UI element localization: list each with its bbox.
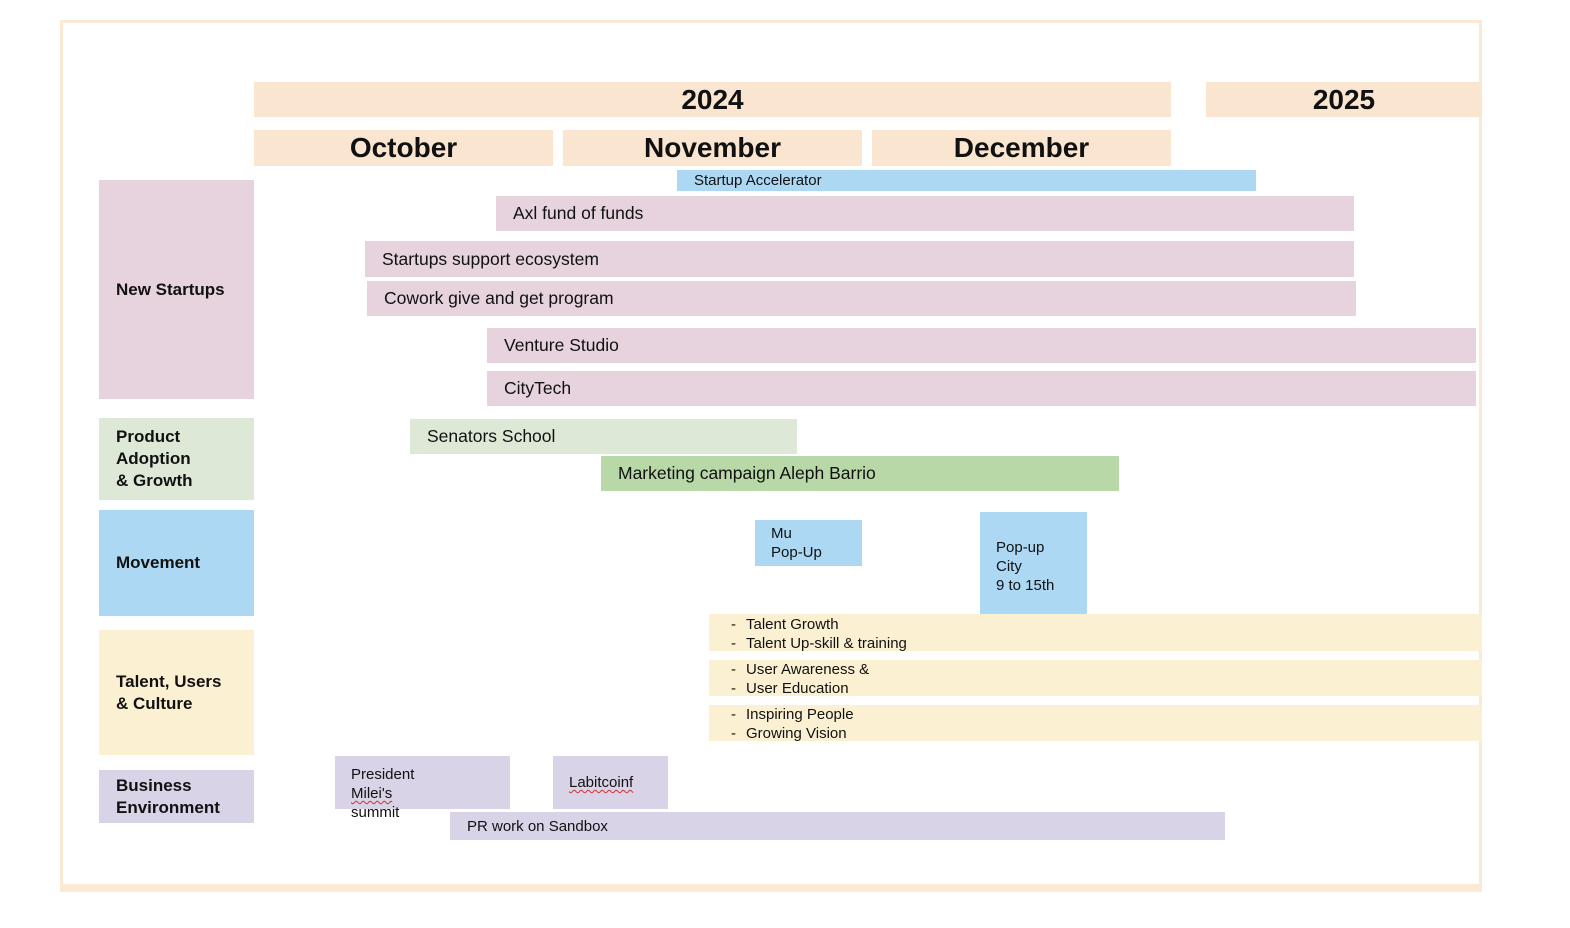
month-header-november: November [563,130,862,166]
year-header-2025: 2025 [1206,82,1482,117]
category-label-line: & Growth [116,471,193,490]
category-label-line: & Culture [116,693,193,713]
bar-line: Mu [771,525,792,542]
month-header-december: December [872,130,1171,166]
bar-mu-popup: Mu Pop-Up [755,520,862,566]
category-label: Movement [116,553,201,572]
category-label: New Startups [116,279,225,299]
category-label-line: Product [116,427,181,446]
category-talent-users-culture: Talent, Users & Culture [99,630,254,755]
bullet-item: Inspiring People [731,705,1482,724]
bullet-item: User Education [731,679,1482,698]
bar-line: Pop-up [996,539,1045,556]
misspelled-word: Milei's [351,785,393,802]
bar-startups-support-ecosystem: Startups support ecosystem [365,241,1354,277]
bullet-item: Talent Growth [731,615,1482,634]
bar-talent-growth: Talent Growth Talent Up-skill & training [709,614,1482,653]
bar-venture-studio: Venture Studio [487,328,1476,363]
category-business-environment: Business Environment [99,770,254,823]
category-label-line: Talent, Users [116,671,222,691]
bar-line: Pop-Up [771,544,822,561]
year-header-2024: 2024 [254,82,1171,117]
bullet-item: Talent Up-skill & training [731,634,1482,653]
misspelled-word: Labitcoinf [569,774,634,791]
bar-axl-fund-of-funds: Axl fund of funds [496,196,1354,231]
category-movement: Movement [99,510,254,616]
bar-cowork-program: Cowork give and get program [367,281,1356,316]
bar-pr-work-sandbox: PR work on Sandbox [450,812,1225,840]
bar-labitcoinf: Labitcoinf [553,756,668,809]
category-label-line: Environment [116,797,220,817]
month-header-october: October [254,130,553,166]
bar-user-awareness: User Awareness & User Education [709,660,1482,698]
category-label-line: Adoption [116,449,191,468]
bar-line: summit [351,804,400,821]
bar-text: President [351,766,419,783]
bar-popup-city: Pop-up City 9 to 15th [980,512,1087,616]
bar-senators-school: Senators School [410,419,797,454]
bar-line: City [996,558,1022,575]
category-product-adoption: Product Adoption & Growth [99,418,254,500]
bar-startup-accelerator: Startup Accelerator [677,170,1256,191]
bar-citytech: CityTech [487,371,1476,406]
category-new-startups: New Startups [99,180,254,399]
bullet-item: Growing Vision [731,724,1482,743]
bar-inspiring-people: Inspiring People Growing Vision [709,705,1482,743]
bar-line: 9 to 15th [996,577,1055,594]
bar-marketing-campaign: Marketing campaign Aleph Barrio [601,456,1119,491]
category-label-line: Business [116,775,192,795]
bar-milei-summit: President Milei's summit [335,756,510,821]
bullet-item: User Awareness & [731,660,1482,679]
